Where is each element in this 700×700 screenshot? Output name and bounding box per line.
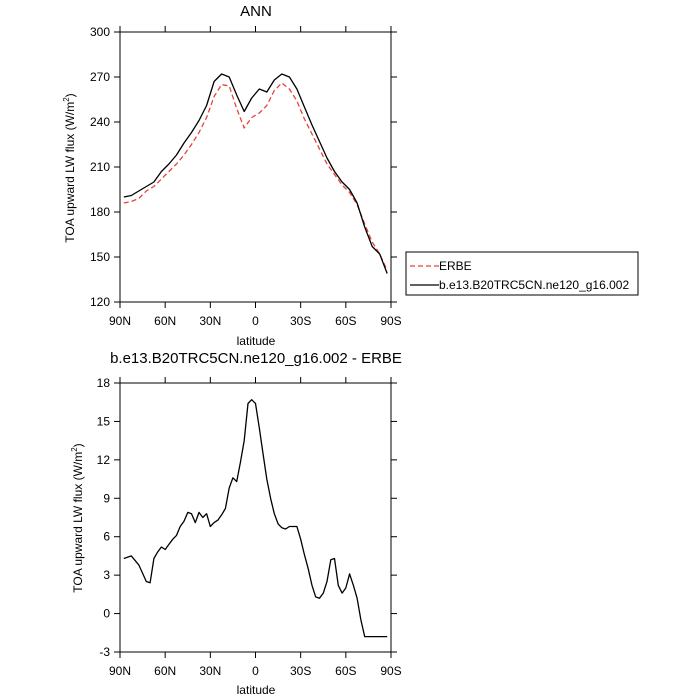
top-ytick-label: 300 — [90, 25, 110, 39]
legend-label-model: b.e13.B20TRC5CN.ne120_g16.002 — [439, 278, 629, 292]
top-xtick-label: 0 — [252, 314, 259, 328]
top-xtick-label: 90N — [109, 314, 131, 328]
bottom-xtick-label: 0 — [252, 664, 259, 678]
top-ytick-label: 120 — [90, 295, 110, 309]
bottom-series-lines — [123, 399, 388, 638]
top-ytick-label: 270 — [90, 70, 110, 84]
bottom-ytick-label: -3 — [99, 645, 110, 659]
top-x-axis-label: latitude — [237, 334, 276, 348]
bottom-plot-frame — [119, 382, 392, 653]
bottom-x-axis-label: latitude — [237, 683, 276, 697]
bottom-chart-title: b.e13.B20TRC5CN.ne120_g16.002 - ERBE — [110, 350, 402, 367]
top-ytick-label: 240 — [90, 115, 110, 129]
bottom-ylabel-sup: 2 — [70, 447, 79, 452]
bottom-ytick-label: 6 — [103, 530, 110, 544]
bottom-axes: 90N 60N 30N 0 30S 60S 90S -3 0 3 6 9 12 15 18 — [97, 376, 402, 678]
top-axes: 90N 60N 30N 0 30S 60S 90S 120 150 180 210 240 270 300 — [90, 25, 402, 328]
bottom-panel: b.e13.B20TRC5CN.ne120_g16.002 - ERBE TOA… — [70, 350, 402, 697]
bottom-xtick-label: 30N — [199, 664, 221, 678]
top-xtick-label: 60S — [335, 314, 356, 328]
top-ylabel-main: TOA upward LW flux (W/m — [63, 102, 77, 243]
bottom-xtick-label: 90N — [109, 664, 131, 678]
bottom-ylabel-close: ) — [71, 443, 85, 447]
svg-text:TOA upward LW flux (W/m2): TOA upward LW flux (W/m2) — [70, 443, 85, 592]
top-ylabel-close: ) — [63, 93, 77, 97]
legend-label-erbe: ERBE — [439, 259, 472, 273]
bottom-ytick-label: 9 — [103, 491, 110, 505]
top-ytick-label: 150 — [90, 250, 110, 264]
legend-box — [405, 251, 639, 296]
bottom-xtick-label: 60N — [154, 664, 176, 678]
bottom-ytick-label: 3 — [103, 568, 110, 582]
bottom-ytick-label: 12 — [97, 453, 111, 467]
bottom-xtick-label: 60S — [335, 664, 356, 678]
top-xtick-label: 30S — [290, 314, 311, 328]
bottom-xtick-label: 30S — [290, 664, 311, 678]
legend: ERBE b.e13.B20TRC5CN.ne120_g16.002 — [405, 251, 639, 296]
bottom-xtick-label: 90S — [380, 664, 401, 678]
top-xtick-label: 90S — [380, 314, 401, 328]
bottom-ytick-label: 18 — [97, 376, 111, 390]
top-y-axis-label: TOA upward LW flux (W/m2) — [62, 93, 77, 242]
svg-text:TOA upward LW flux (W/m2): TOA upward LW flux (W/m2) — [62, 93, 77, 242]
top-chart-title: ANN — [240, 3, 272, 20]
top-series-line-1 — [123, 73, 388, 274]
top-ylabel-sup: 2 — [62, 97, 71, 102]
top-xtick-label: 60N — [154, 314, 176, 328]
bottom-ytick-label: 0 — [103, 607, 110, 621]
bottom-series-line-0 — [123, 399, 388, 638]
top-panel: ANN TOA upward LW flux (W/m2) 90N 60N 30N 0… — [62, 3, 639, 348]
top-series-line-0 — [123, 82, 388, 271]
top-ytick-label: 210 — [90, 160, 110, 174]
bottom-ylabel-main: TOA upward LW flux (W/m — [71, 452, 85, 593]
top-ytick-label: 180 — [90, 205, 110, 219]
top-series-lines — [123, 73, 388, 274]
top-xtick-label: 30N — [199, 314, 221, 328]
bottom-ytick-label: 15 — [97, 414, 111, 428]
top-plot-frame — [119, 31, 392, 303]
bottom-y-axis-label: TOA upward LW flux (W/m2) — [70, 443, 85, 592]
